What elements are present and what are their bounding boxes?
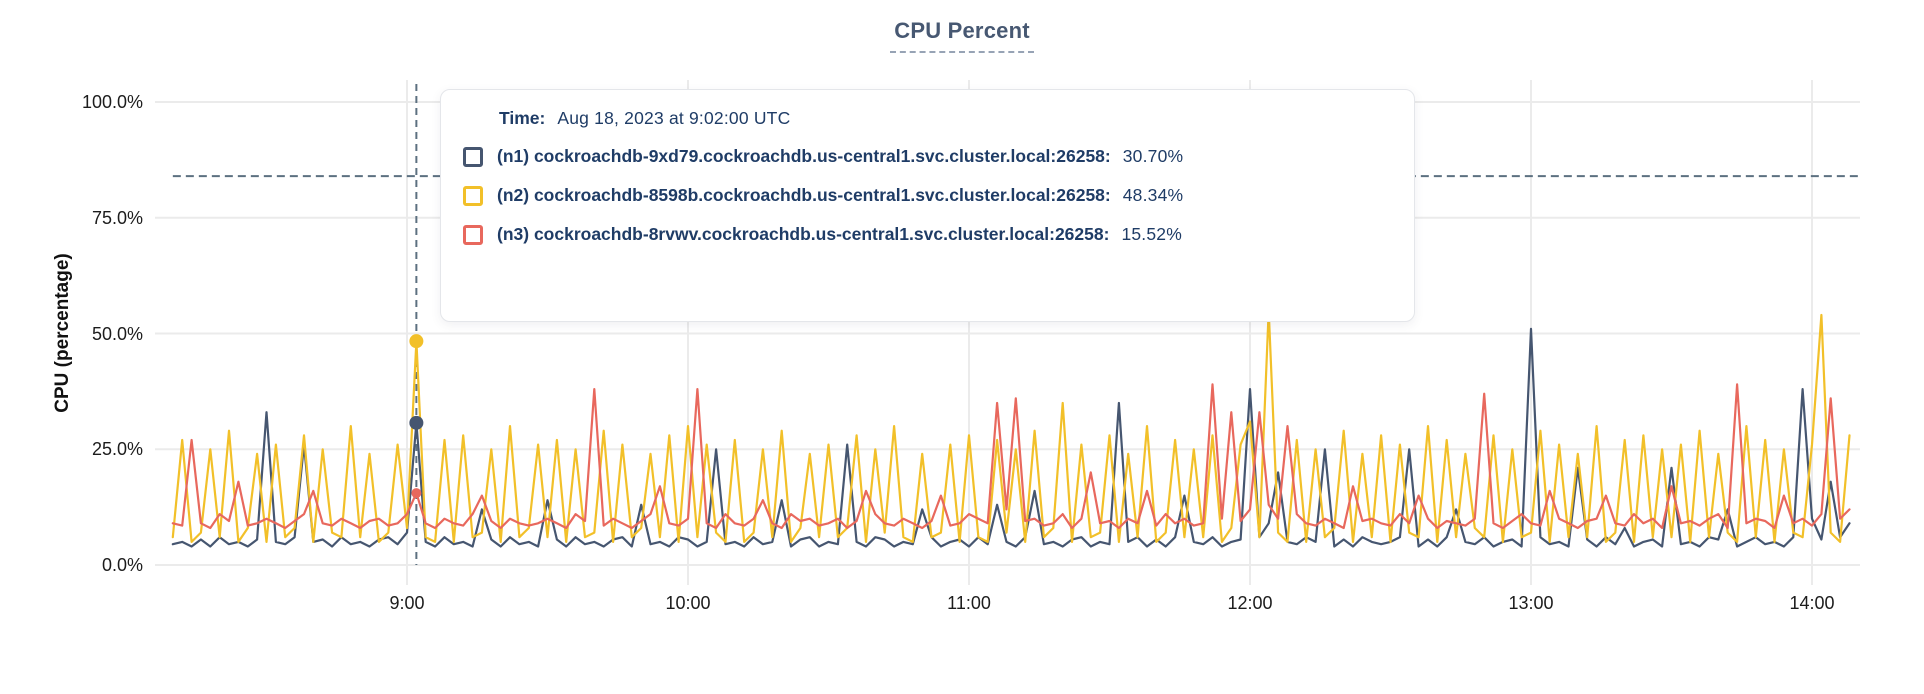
series-line-n2 bbox=[171, 309, 1851, 544]
tooltip-time-value: Aug 18, 2023 at 9:02:00 UTC bbox=[557, 108, 791, 128]
tooltip-series-row-n1: (n1) cockroachdb-9xd79.cockroachdb.us-ce… bbox=[463, 137, 1414, 176]
x-tick-label: 10:00 bbox=[665, 593, 711, 613]
tooltip-series-n2-value: 48.34% bbox=[1122, 185, 1184, 205]
x-tick-label: 12:00 bbox=[1227, 593, 1273, 613]
tooltip-series-row-n3: (n3) cockroachdb-8rvwv.cockroachdb.us-ce… bbox=[463, 215, 1414, 254]
tooltip-series-n2-label: (n2) cockroachdb-8598b.cockroachdb.us-ce… bbox=[497, 185, 1111, 205]
y-tick-label: 0.0% bbox=[101, 555, 143, 575]
x-tick-label: 13:00 bbox=[1508, 593, 1554, 613]
tooltip-time-label: Time: bbox=[499, 108, 546, 128]
chart-title[interactable]: CPU Percent bbox=[890, 18, 1034, 53]
y-tick-label: 75.0% bbox=[91, 207, 143, 228]
crosshair-dot-n2 bbox=[409, 334, 424, 349]
tooltip-series-n3-label: (n3) cockroachdb-8rvwv.cockroachdb.us-ce… bbox=[497, 224, 1110, 244]
crosshair-dot-n3 bbox=[411, 488, 422, 499]
series-n2-swatch-icon bbox=[463, 185, 483, 206]
tooltip-series-n3-value: 15.52% bbox=[1121, 224, 1182, 244]
tooltip-series-row-n2: (n2) cockroachdb-8598b.cockroachdb.us-ce… bbox=[463, 176, 1414, 215]
series-line-n3 bbox=[171, 383, 1851, 530]
crosshair-dot-n1 bbox=[409, 415, 424, 430]
x-tick-label: 9:00 bbox=[389, 593, 425, 613]
y-tick-label: 25.0% bbox=[91, 439, 143, 460]
tooltip-series-n1-label: (n1) cockroachdb-9xd79.cockroachdb.us-ce… bbox=[497, 146, 1111, 166]
series-n1-swatch-icon bbox=[463, 146, 483, 167]
x-tick-label: 14:00 bbox=[1789, 593, 1835, 613]
tooltip-series-n1-value: 30.70% bbox=[1122, 146, 1184, 166]
x-tick-label: 11:00 bbox=[947, 593, 991, 613]
hover-tooltip: Time: Aug 18, 2023 at 9:02:00 UTC (n1) c… bbox=[440, 89, 1415, 322]
series-n3-swatch-icon bbox=[463, 224, 483, 245]
series-line-n1 bbox=[171, 327, 1851, 548]
chart-title-wrap: CPU Percent bbox=[0, 18, 1924, 53]
y-tick-label: 50.0% bbox=[91, 323, 143, 344]
y-tick-label: 100.0% bbox=[81, 92, 143, 112]
tooltip-time-row: Time: Aug 18, 2023 at 9:02:00 UTC bbox=[499, 100, 1414, 137]
